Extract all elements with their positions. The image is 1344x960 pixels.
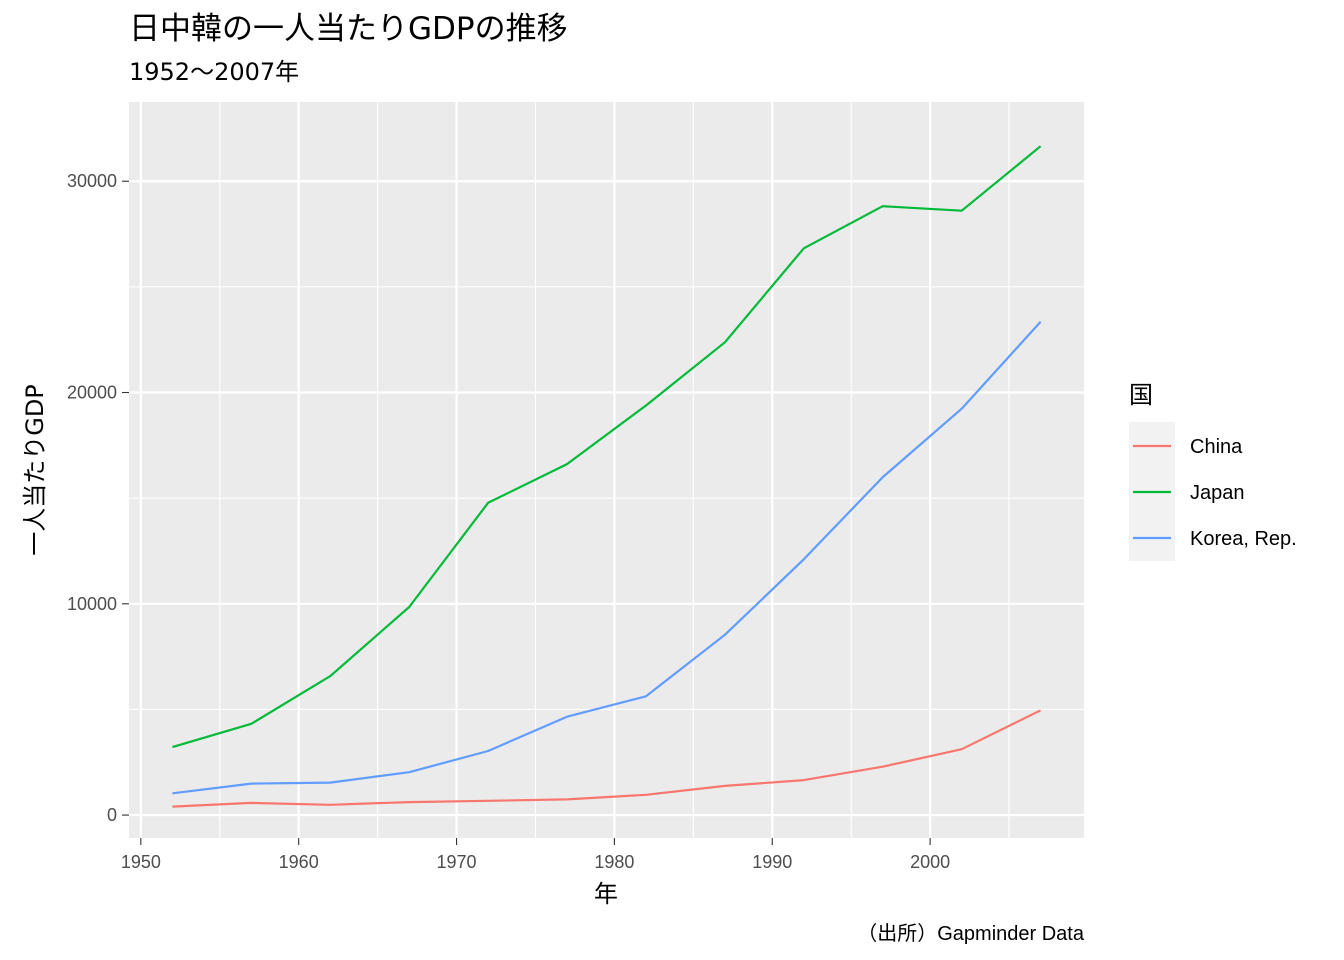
legend-items: China Japan Korea, Rep. [1133,436,1297,550]
series-line-japan [172,145,1042,749]
legend-label: Korea, Rep. [1190,528,1297,550]
chart-title: 日中韓の一人当たりGDPの推移 [129,11,568,47]
chart-caption: （出所）Gapminder Data [857,922,1085,945]
x-axis: 1950 1960 1970 1980 1990 2000 [121,838,950,872]
major-gridlines [129,102,1084,838]
y-axis: 0 10000 20000 30000 [67,171,129,825]
x-tick-label: 1970 [437,852,477,872]
legend-label: Japan [1190,482,1245,504]
series-lines [172,145,1042,808]
y-axis-title: 一人当たりGDP [21,384,49,556]
minor-gridlines [129,102,1084,838]
x-tick-label: 1980 [594,852,634,872]
y-tick-label: 20000 [67,383,117,403]
x-axis-title: 年 [594,880,618,908]
y-tick-label: 30000 [67,171,117,191]
x-tick-label: 1990 [752,852,792,872]
x-tick-label: 1950 [121,852,161,872]
x-tick-label: 1960 [279,852,319,872]
y-tick-label: 0 [107,805,117,825]
legend: 国 China Japan Korea, Rep. [1129,381,1297,561]
legend-label: China [1190,436,1243,458]
chart-subtitle: 1952〜2007年 [129,58,299,86]
plot-panel [129,102,1084,838]
legend-title: 国 [1129,381,1153,409]
x-tick-label: 2000 [910,852,950,872]
series-line-china [172,709,1042,808]
y-tick-label: 10000 [67,594,117,614]
series-line-korea-rep [172,321,1042,795]
